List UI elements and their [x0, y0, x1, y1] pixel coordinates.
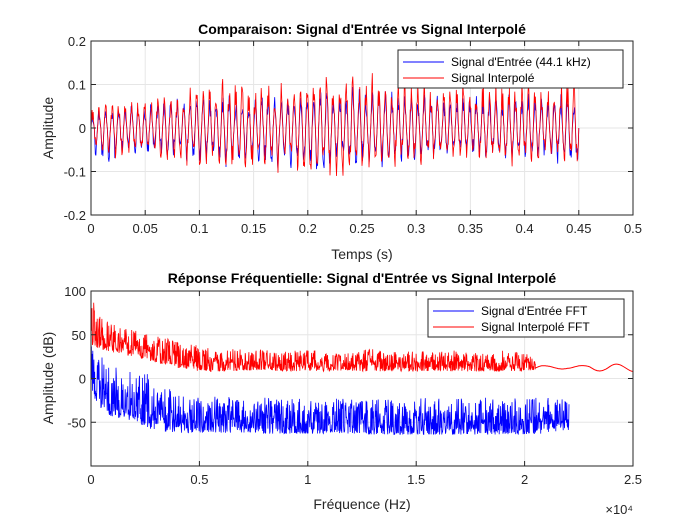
series-line [90, 72, 580, 177]
x-axis-label: Temps (s) [331, 246, 392, 262]
legend: Signal d'Entrée (44.1 kHz) Signal Interp… [397, 49, 624, 89]
legend-box [397, 49, 624, 89]
x-tick-label: 1.5 [407, 472, 425, 487]
y-axis-label: Amplitude [40, 97, 56, 159]
ticks: 0 0.5 1 1.5 2 2.5 -50 0 50 100 [64, 284, 642, 487]
y-tick-label: -50 [67, 415, 86, 430]
y-tick-label: 50 [72, 328, 86, 343]
x-tick-label: 0.25 [349, 221, 374, 236]
x-axis-exponent-label: ×10⁴ [605, 502, 633, 517]
x-tick-label: 0.35 [458, 221, 483, 236]
series-tail-line [535, 363, 634, 372]
x-tick-label: 0.45 [566, 221, 591, 236]
legend-label-input: Signal d'Entrée (44.1 kHz) [451, 55, 591, 69]
x-tick-label: 1 [304, 472, 311, 487]
x-tick-label: 0 [87, 221, 94, 236]
ticks: 0 0.05 0.1 0.15 0.2 0.25 0.3 0.35 0.4 0.45 0.5 -0.2… [64, 34, 642, 236]
legend-box [427, 298, 625, 338]
x-tick-label: 0.4 [516, 221, 534, 236]
legend-label-interpolated: Signal Interpolé [451, 71, 535, 85]
chart-title: Réponse Fréquentielle: Signal d'Entrée v… [168, 270, 557, 286]
y-tick-label: 0 [79, 372, 86, 387]
series-line [90, 346, 570, 436]
legend-label-input-fft: Signal d'Entrée FFT [481, 304, 588, 318]
x-tick-label: 0 [87, 472, 94, 487]
y-tick-label: -0.1 [64, 165, 86, 180]
y-tick-label: 0 [79, 121, 86, 136]
series-group [90, 302, 634, 436]
x-tick-label: 2 [521, 472, 528, 487]
x-tick-label: 0.3 [407, 221, 425, 236]
series-line [90, 302, 536, 373]
x-tick-label: 2.5 [624, 472, 642, 487]
legend: Signal d'Entrée FFT Signal Interpolé FFT [427, 298, 625, 338]
frequency-domain-axes: 0 0.5 1 1.5 2 2.5 -50 0 50 100 Réponse Fréquentie… [40, 270, 642, 517]
chart-title: Comparaison: Signal d'Entrée vs Signal I… [198, 21, 526, 37]
x-tick-label: 0.2 [299, 221, 317, 236]
y-tick-label: 100 [64, 284, 86, 299]
x-tick-label: 0.5 [624, 221, 642, 236]
x-axis-label: Fréquence (Hz) [313, 496, 410, 512]
x-tick-label: 0.15 [241, 221, 266, 236]
y-axis-label: Amplitude (dB) [40, 332, 56, 425]
series-group [90, 72, 580, 177]
y-tick-label: 0.1 [68, 78, 86, 93]
legend-label-interpolated-fft: Signal Interpolé FFT [481, 320, 590, 334]
x-tick-label: 0.5 [190, 472, 208, 487]
time-domain-axes: 0 0.05 0.1 0.15 0.2 0.25 0.3 0.35 0.4 0.45 0.5 -0.2… [40, 21, 642, 262]
y-tick-label: 0.2 [68, 34, 86, 49]
x-tick-label: 0.05 [133, 221, 158, 236]
y-tick-label: -0.2 [64, 208, 86, 223]
x-tick-label: 0.1 [190, 221, 208, 236]
